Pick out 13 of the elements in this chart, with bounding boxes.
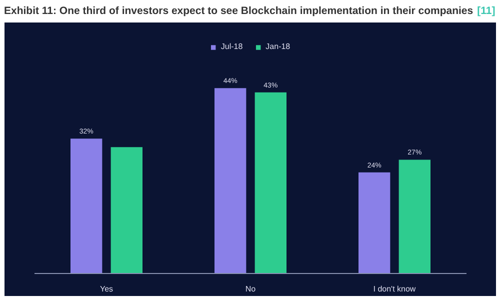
bar [358,172,390,274]
bar [254,92,286,274]
bar [398,160,430,274]
x-tick-label: No [245,284,256,294]
bar [70,138,102,274]
bar [110,147,142,274]
x-tick-label: I don't know [373,284,416,294]
text: [11] [477,5,496,17]
legend-label: Jul-18 [220,42,243,51]
legend-label: Jan-18 [266,42,290,51]
bar [214,88,246,274]
x-tick-label: Yes [100,284,114,294]
chart-title: Exhibit 11: One third of investors expect to see Blockchain implementation in their companies [4,5,474,17]
